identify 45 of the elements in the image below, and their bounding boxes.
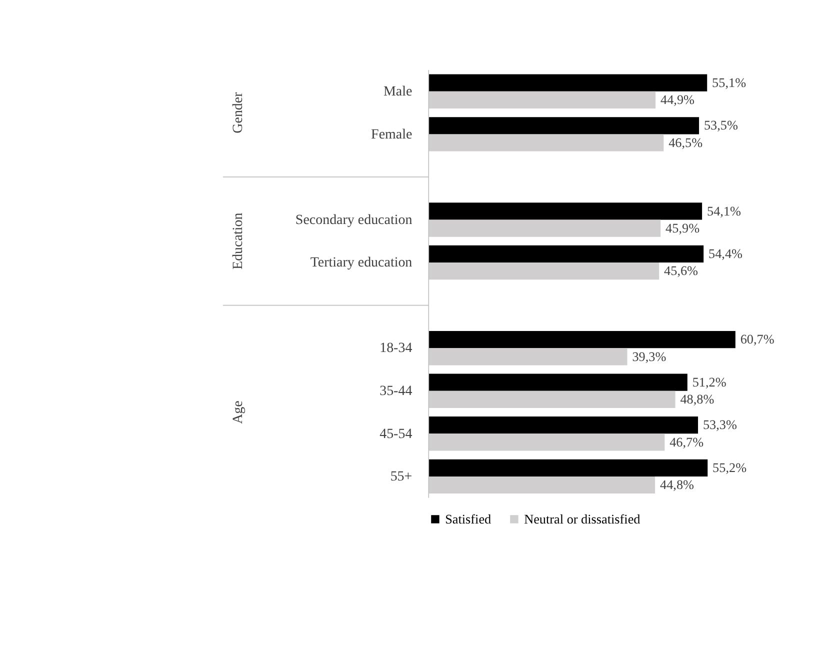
bar: [428, 476, 656, 494]
data-label: 45,6%: [664, 263, 698, 278]
bar: [428, 390, 676, 408]
data-label: 55,2%: [712, 460, 747, 475]
y-tick-label: Male: [383, 84, 412, 100]
data-label: 46,5%: [668, 134, 703, 150]
bar: [428, 117, 700, 134]
bar: [428, 434, 665, 451]
text: Age: [230, 400, 246, 424]
data-label: 60,7%: [740, 332, 774, 347]
legend-label: Neutral or dissatisfied: [524, 511, 641, 526]
y-tick-label: 18-34: [380, 341, 412, 356]
bar: [428, 416, 698, 434]
text: Education: [230, 212, 246, 270]
data-label: 53,5%: [704, 118, 738, 133]
bar: [428, 220, 661, 237]
y-tick-label: 45-54: [380, 426, 412, 442]
bar: [428, 459, 708, 476]
bar: [428, 348, 628, 366]
bar: [428, 245, 704, 263]
data-label: 53,3%: [702, 417, 737, 432]
y-tick-label: 35-44: [380, 384, 412, 399]
data-label: 54,4%: [708, 246, 743, 262]
y-tick-label: 55+: [390, 470, 412, 485]
data-label: 44,9%: [660, 92, 695, 108]
data-label: 46,7%: [670, 434, 704, 450]
text: Gender: [230, 92, 246, 134]
y-tick-label: Female: [371, 127, 412, 142]
y-tick-label: Tertiary education: [310, 256, 412, 271]
bar: [428, 262, 660, 280]
y-tick-label: Secondary education: [295, 212, 412, 228]
data-label: 39,3%: [632, 348, 666, 364]
bar: [428, 202, 702, 220]
bar: [428, 134, 664, 152]
data-label: 45,9%: [666, 220, 700, 236]
data-label: 48,8%: [680, 392, 714, 407]
bar: [428, 74, 708, 92]
data-label: 51,2%: [692, 374, 726, 390]
bar: [428, 374, 688, 391]
data-label: 55,1%: [712, 74, 746, 90]
data-label: 54,1%: [706, 203, 742, 218]
data-label: 44,8%: [660, 477, 694, 492]
legend-label: Satisfied: [445, 511, 492, 526]
bar: [428, 330, 736, 348]
bar: [428, 91, 656, 109]
